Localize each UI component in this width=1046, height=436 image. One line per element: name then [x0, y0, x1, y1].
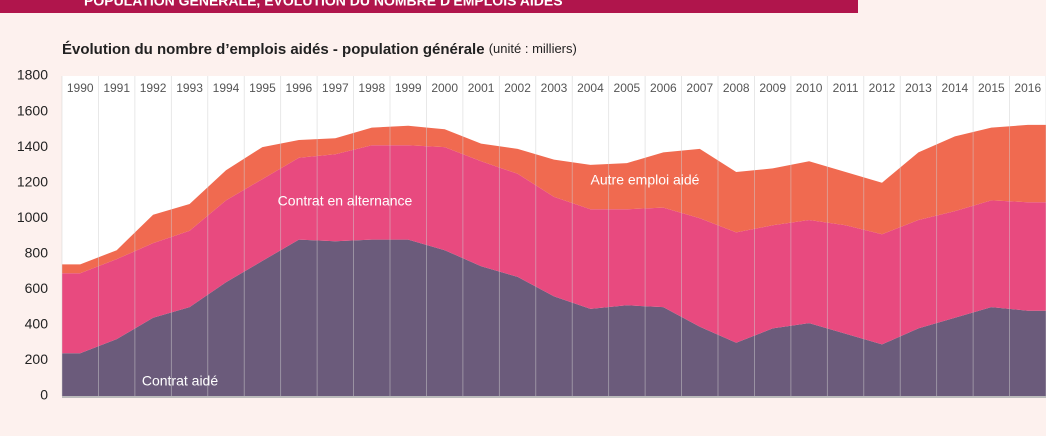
- x-tick-label: 2004: [577, 81, 604, 95]
- area-label: Contrat aidé: [142, 373, 218, 389]
- x-tick-label: 2005: [614, 81, 641, 95]
- banner-title: POPULATION GÉNÉRALE, ÉVOLUTION DU NOMBRE…: [84, 0, 563, 9]
- x-tick-label: 2016: [1014, 81, 1041, 95]
- x-tick-label: 2011: [833, 81, 859, 95]
- y-tick-label: 1000: [17, 209, 48, 225]
- x-tick-label: 1998: [358, 81, 385, 95]
- x-tick-label: 1996: [286, 81, 313, 95]
- x-tick-label: 2001: [468, 81, 495, 95]
- x-tick-label: 1999: [395, 81, 422, 95]
- x-tick-label: 2012: [869, 81, 896, 95]
- x-tick-label: 2002: [504, 81, 531, 95]
- chart-title: Évolution du nombre d’emplois aidés - po…: [62, 41, 577, 58]
- x-tick-label: 2003: [541, 81, 568, 95]
- area-label: Contrat en alternance: [278, 193, 413, 209]
- x-tick-label: 2008: [723, 81, 750, 95]
- y-tick-label: 600: [25, 280, 49, 296]
- area-label: Autre emploi aidé: [591, 172, 700, 188]
- banner: [0, 0, 858, 13]
- y-tick-label: 0: [40, 387, 48, 403]
- y-tick-label: 1600: [17, 102, 48, 118]
- x-tick-label: 2009: [759, 81, 786, 95]
- y-tick-label: 1400: [17, 138, 48, 154]
- subtitle: (unité : milliers): [489, 41, 577, 56]
- x-tick-label: 2007: [686, 81, 713, 95]
- x-tick-label: 1994: [213, 81, 240, 95]
- y-tick-label: 200: [25, 351, 49, 367]
- area: [62, 145, 1046, 354]
- x-tick-label: 1997: [322, 81, 349, 95]
- x-tick-label: 1990: [67, 81, 94, 95]
- y-tick-label: 400: [25, 316, 49, 332]
- x-tick-label: 2014: [942, 81, 969, 95]
- x-tick-label: 1992: [140, 81, 167, 95]
- x-tick-label: 2015: [978, 81, 1005, 95]
- area: [62, 239, 1046, 396]
- y-tick-label: 800: [25, 244, 49, 260]
- x-tick-label: 1993: [176, 81, 203, 95]
- title: Évolution du nombre d’emplois aidés - po…: [62, 41, 485, 58]
- y-tick-label: 1800: [17, 67, 48, 83]
- x-tick-label: 2010: [796, 81, 823, 95]
- x-tick-label: 2013: [905, 81, 932, 95]
- x-tick-label: 2006: [650, 81, 677, 95]
- y-tick-label: 1200: [17, 173, 48, 189]
- x-tick-label: 1995: [249, 81, 276, 95]
- x-tick-label: 1991: [103, 81, 130, 95]
- x-tick-label: 2000: [431, 81, 458, 95]
- area: [62, 124, 1046, 274]
